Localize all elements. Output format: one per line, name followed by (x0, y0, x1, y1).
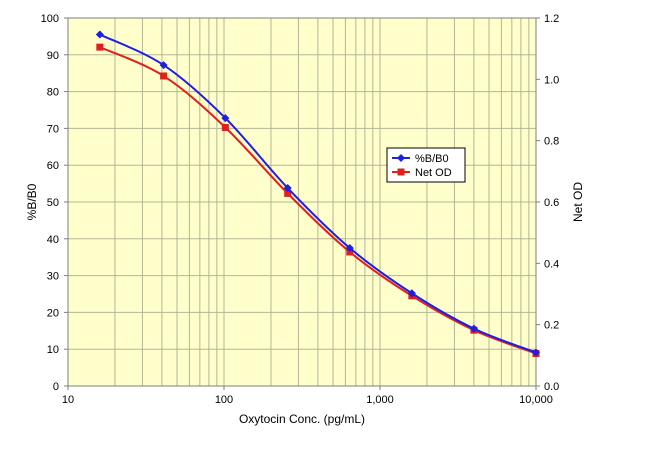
legend-marker (397, 168, 405, 176)
axis-layer: 10 100 1,000 10,00001020304050607080901000.… (41, 13, 560, 406)
y-tick-label: 100 (41, 13, 59, 25)
series-line (99, 33, 537, 354)
y2-tick-label: 0.6 (544, 197, 559, 209)
x-tick-label: 100 (215, 394, 233, 406)
y-tick-label: 50 (47, 197, 59, 209)
data-point (284, 189, 292, 197)
y2-tick-label: 1.0 (544, 74, 559, 86)
data-point (96, 43, 104, 51)
y2-tick-label: 0.0 (544, 381, 559, 393)
x-axis-title: Oxytocin Conc. (pg/mL) (239, 412, 365, 426)
x-tick-label: 1,000 (366, 394, 394, 406)
y-tick-label: 80 (47, 87, 59, 99)
y-axis-title-right: Net OD (571, 182, 585, 222)
y-tick-label: 40 (47, 234, 59, 246)
legend-box (386, 147, 466, 183)
legend-label: Net OD (415, 167, 452, 179)
series-line (99, 46, 537, 355)
data-point (407, 289, 416, 298)
y2-tick-label: 0.2 (544, 320, 559, 332)
data-point (532, 348, 540, 357)
data-point (283, 184, 292, 193)
y-tick-label: 30 (47, 271, 59, 283)
y-tick-label: 60 (47, 160, 59, 172)
data-point (469, 324, 478, 333)
data-point (221, 114, 230, 123)
x-tick-label: 10 (62, 394, 74, 406)
series-layer (95, 30, 540, 357)
y2-tick-label: 0.8 (544, 136, 559, 148)
x-tick-label: 10,000 (519, 394, 553, 406)
data-point (95, 30, 104, 39)
legend-label: %B/B0 (415, 153, 449, 165)
y2-tick-label: 0.4 (544, 258, 559, 270)
y-axis-title-left: %B/B0 (25, 183, 39, 220)
y-tick-label: 70 (47, 123, 59, 135)
legend: %B/B0 Net OD (386, 147, 466, 183)
legend-marker (397, 154, 405, 162)
data-point (221, 123, 229, 131)
y-tick-label: 90 (47, 50, 59, 62)
data-point (159, 61, 168, 70)
series-pct-b-b0 (95, 30, 540, 357)
y-tick-label: 10 (47, 344, 59, 356)
y2-tick-label: 1.2 (544, 13, 559, 25)
data-point (160, 72, 168, 80)
y-tick-label: 20 (47, 307, 59, 319)
y-tick-label: 0 (53, 381, 59, 393)
data-point (345, 244, 354, 252)
